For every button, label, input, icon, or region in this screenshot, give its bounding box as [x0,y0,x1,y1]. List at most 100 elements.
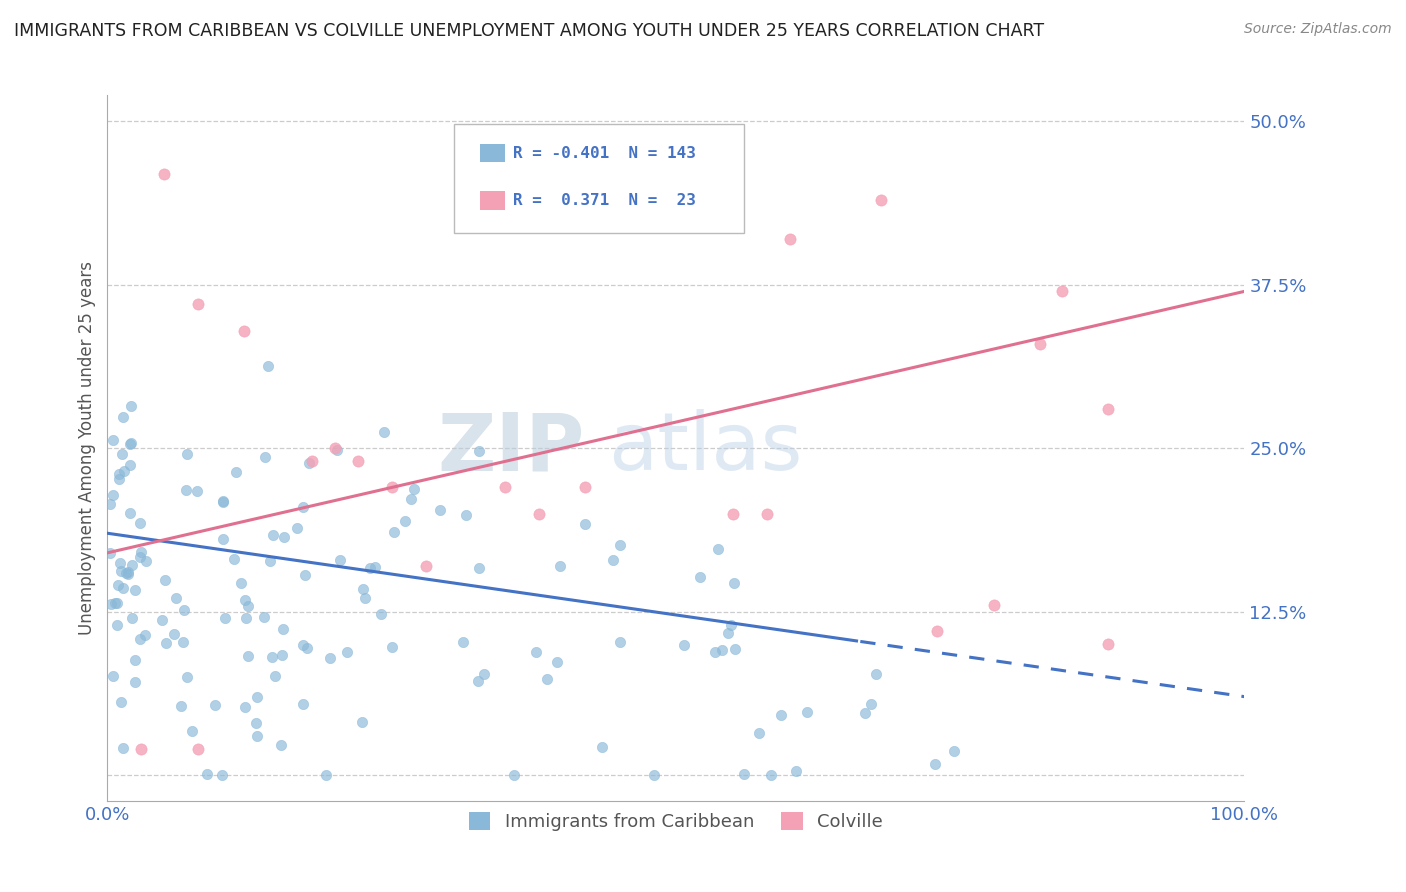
Point [257,359,280,374]
Point [103,433,125,447]
Point [536,672,558,686]
Point [467,674,489,689]
Point [262,528,284,542]
Point [124,653,146,667]
Point [111,581,134,595]
Point [352,582,374,596]
Point [429,503,451,517]
Point [233,593,256,607]
Point [301,454,323,468]
Point [232,324,254,338]
Point [107,578,129,592]
Point [235,611,257,625]
Point [111,741,134,756]
Point [153,167,176,181]
Point [382,524,405,539]
Point [236,599,259,614]
Point [285,521,308,535]
Point [128,516,150,530]
Point [315,768,337,782]
Point [927,624,949,639]
Point [176,670,198,684]
Point [609,538,631,552]
Point [503,768,526,782]
Point [263,669,285,683]
Point [181,723,204,738]
Text: ZIP: ZIP [437,409,585,487]
Point [326,443,349,458]
Point [723,576,745,591]
Point [128,632,150,647]
Point [271,622,294,636]
Point [323,442,346,456]
Point [121,610,143,624]
Point [672,638,695,652]
Point [711,643,734,657]
Point [769,708,792,723]
Point [124,675,146,690]
Point [574,481,596,495]
Point [153,573,176,587]
Point [176,483,198,497]
Point [359,561,381,575]
Point [260,650,283,665]
Point [121,558,143,572]
Point [1097,402,1119,417]
Point [759,768,782,782]
Point [298,456,321,470]
Point [131,742,153,756]
Point [245,715,267,730]
Point [591,739,613,754]
Point [120,436,142,450]
Point [204,698,226,712]
Point [150,613,173,627]
Point [1052,285,1074,299]
Point [270,738,292,752]
Point [707,542,730,557]
Point [117,565,139,579]
Point [1097,637,1119,651]
Point [295,640,318,655]
Point [173,603,195,617]
Point [394,514,416,528]
Point [212,494,235,508]
Point [105,596,128,610]
Point [373,425,395,440]
Y-axis label: Unemployment Among Youth under 25 years: Unemployment Among Youth under 25 years [79,261,96,635]
FancyBboxPatch shape [454,123,744,233]
Point [110,696,132,710]
Text: atlas: atlas [607,409,801,487]
Point [134,628,156,642]
Point [108,472,131,486]
Point [336,645,359,659]
Point [271,648,294,663]
Point [548,559,571,574]
Point [796,706,818,720]
Point [103,669,125,683]
Point [689,570,711,584]
Text: IMMIGRANTS FROM CARIBBEAN VS COLVILLE UNEMPLOYMENT AMONG YOUTH UNDER 25 YEARS CO: IMMIGRANTS FROM CARIBBEAN VS COLVILLE UN… [14,22,1045,40]
Point [294,567,316,582]
Point [924,756,946,771]
Point [720,617,742,632]
Point [865,666,887,681]
Point [721,507,744,521]
Point [112,464,135,478]
Point [755,507,778,521]
Point [546,655,568,669]
Point [370,607,392,621]
Point [291,500,314,514]
Point [273,530,295,544]
Point [1029,336,1052,351]
Point [292,698,315,712]
Point [329,553,352,567]
Bar [481,144,505,162]
Point [468,444,491,458]
Point [381,481,404,495]
Bar [481,191,505,210]
Point [246,690,269,705]
Point [353,591,375,605]
Point [609,635,631,649]
Point [747,726,769,740]
Point [253,610,276,624]
